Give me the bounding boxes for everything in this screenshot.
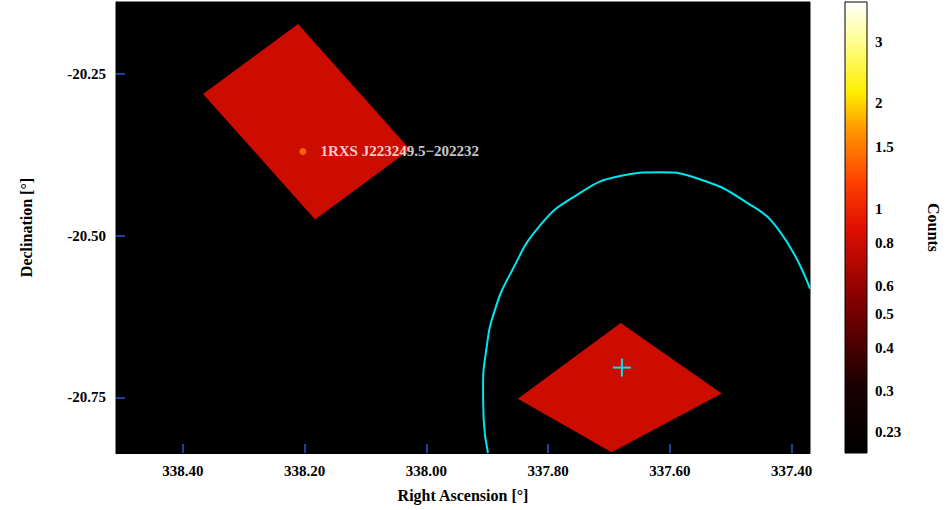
svg-text:0.23: 0.23 [875,424,901,440]
svg-text:0.4: 0.4 [875,340,894,356]
svg-text:1.5: 1.5 [875,139,894,155]
svg-text:2: 2 [875,95,883,111]
svg-text:-20.25: -20.25 [67,66,106,82]
svg-text:0.8: 0.8 [875,235,894,251]
svg-text:338.20: 338.20 [284,463,325,479]
svg-text:1RXS J223249.5−202232: 1RXS J223249.5−202232 [320,143,479,159]
svg-text:337.60: 337.60 [649,463,690,479]
svg-text:0.6: 0.6 [875,278,894,294]
svg-text:0.3: 0.3 [875,383,894,399]
svg-text:337.80: 337.80 [528,463,569,479]
svg-text:Right Ascension [°]: Right Ascension [°] [398,487,529,505]
svg-text:337.40: 337.40 [771,463,812,479]
svg-text:-20.50: -20.50 [67,228,106,244]
svg-text:Counts: Counts [925,203,942,252]
svg-text:3: 3 [875,34,883,50]
svg-text:-20.75: -20.75 [67,389,106,405]
svg-text:1: 1 [875,201,883,217]
svg-text:0.5: 0.5 [875,306,894,322]
svg-text:Declination [°]: Declination [°] [18,178,35,277]
svg-text:338.00: 338.00 [406,463,447,479]
svg-text:338.40: 338.40 [162,463,203,479]
